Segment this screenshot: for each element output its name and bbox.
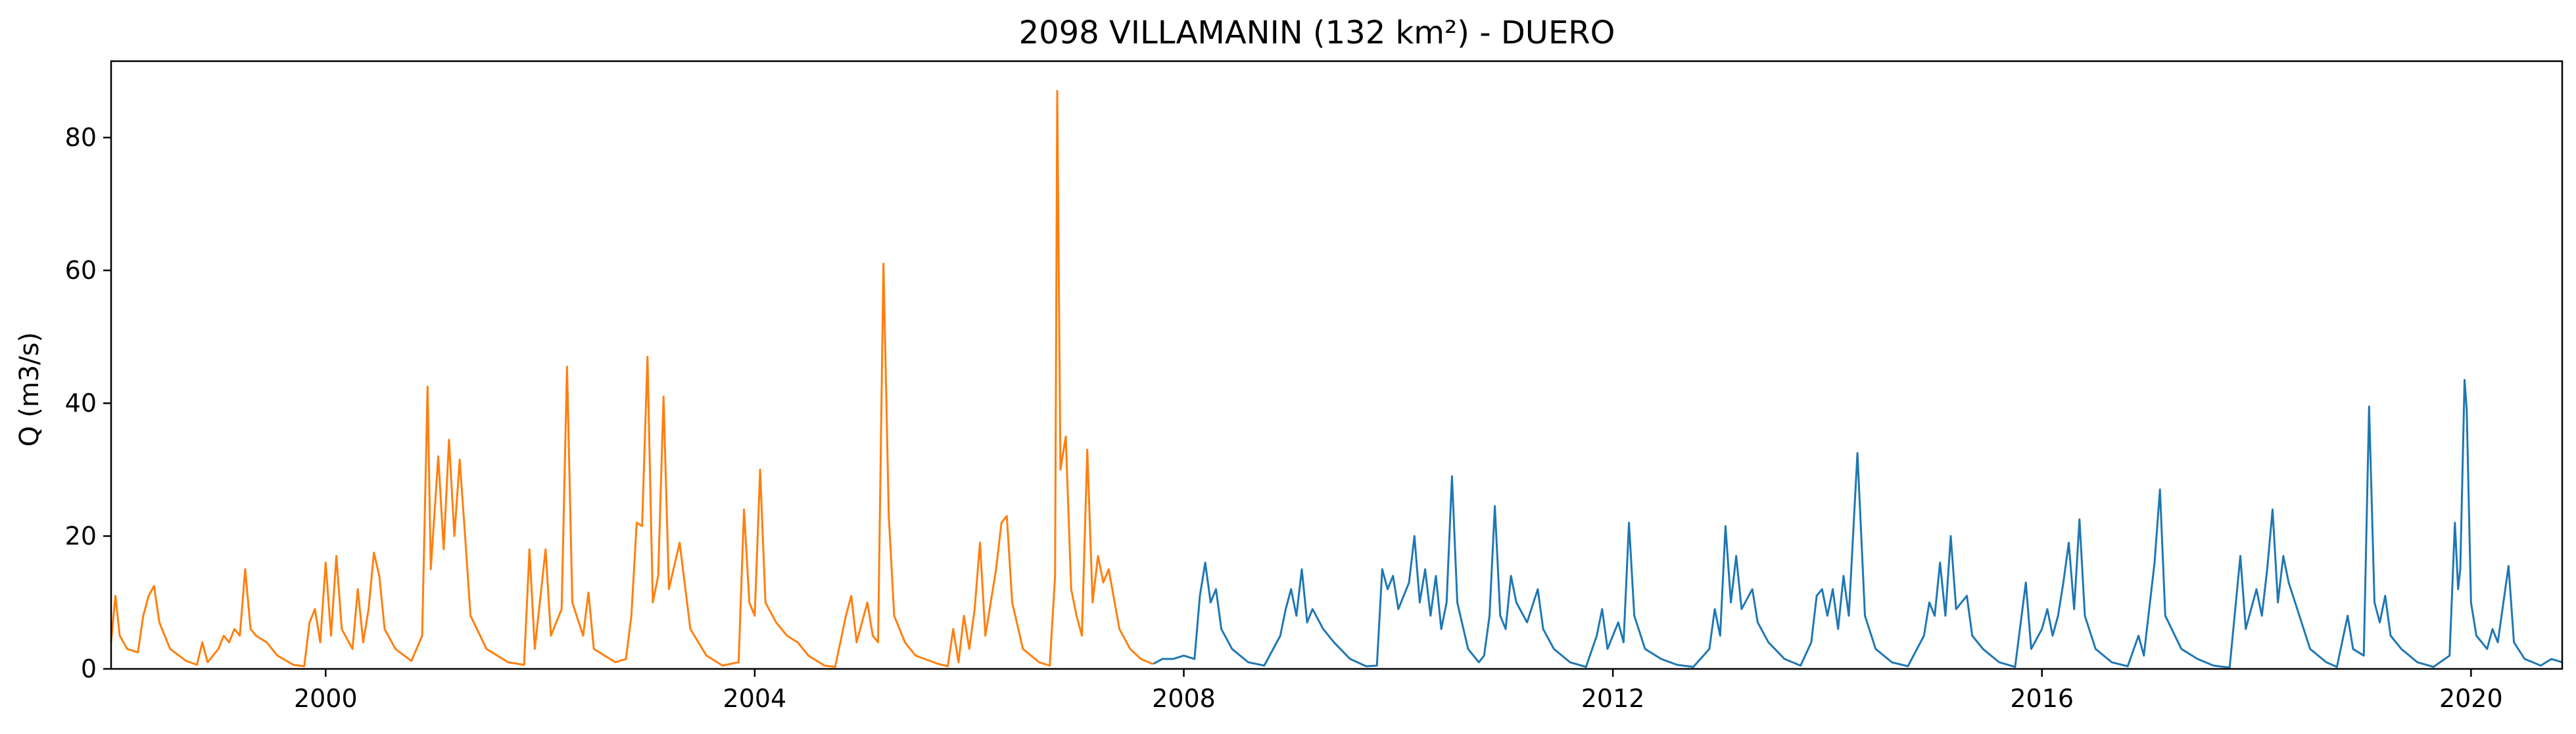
tick-layer: 2000 2004 2008 2012 2016 2020 0 20 40 60 80 <box>65 123 2503 713</box>
chart-title: 2098 VILLAMANIN (132 km²) - DUERO <box>1019 14 1615 51</box>
series-line-1 <box>110 89 1154 668</box>
y-tick-label: 20 <box>65 522 97 550</box>
x-tick-label: 2008 <box>1152 684 1216 713</box>
x-tick-label: 2000 <box>294 684 358 713</box>
y-axis-label: Q (m3/s) <box>14 332 45 447</box>
y-tick-label: 80 <box>65 123 97 152</box>
plot-frame <box>110 60 2564 670</box>
x-tick-label: 2020 <box>2439 684 2503 713</box>
x-tick-label: 2012 <box>1581 684 1645 713</box>
y-tick-label: 0 <box>81 654 97 683</box>
x-tick-label: 2004 <box>723 684 787 713</box>
y-tick-label: 60 <box>65 256 97 285</box>
series-line-2 <box>1153 379 2563 669</box>
y-tick-label: 40 <box>65 389 97 418</box>
x-tick-label: 2016 <box>2010 684 2074 713</box>
series-layer <box>110 89 2563 669</box>
